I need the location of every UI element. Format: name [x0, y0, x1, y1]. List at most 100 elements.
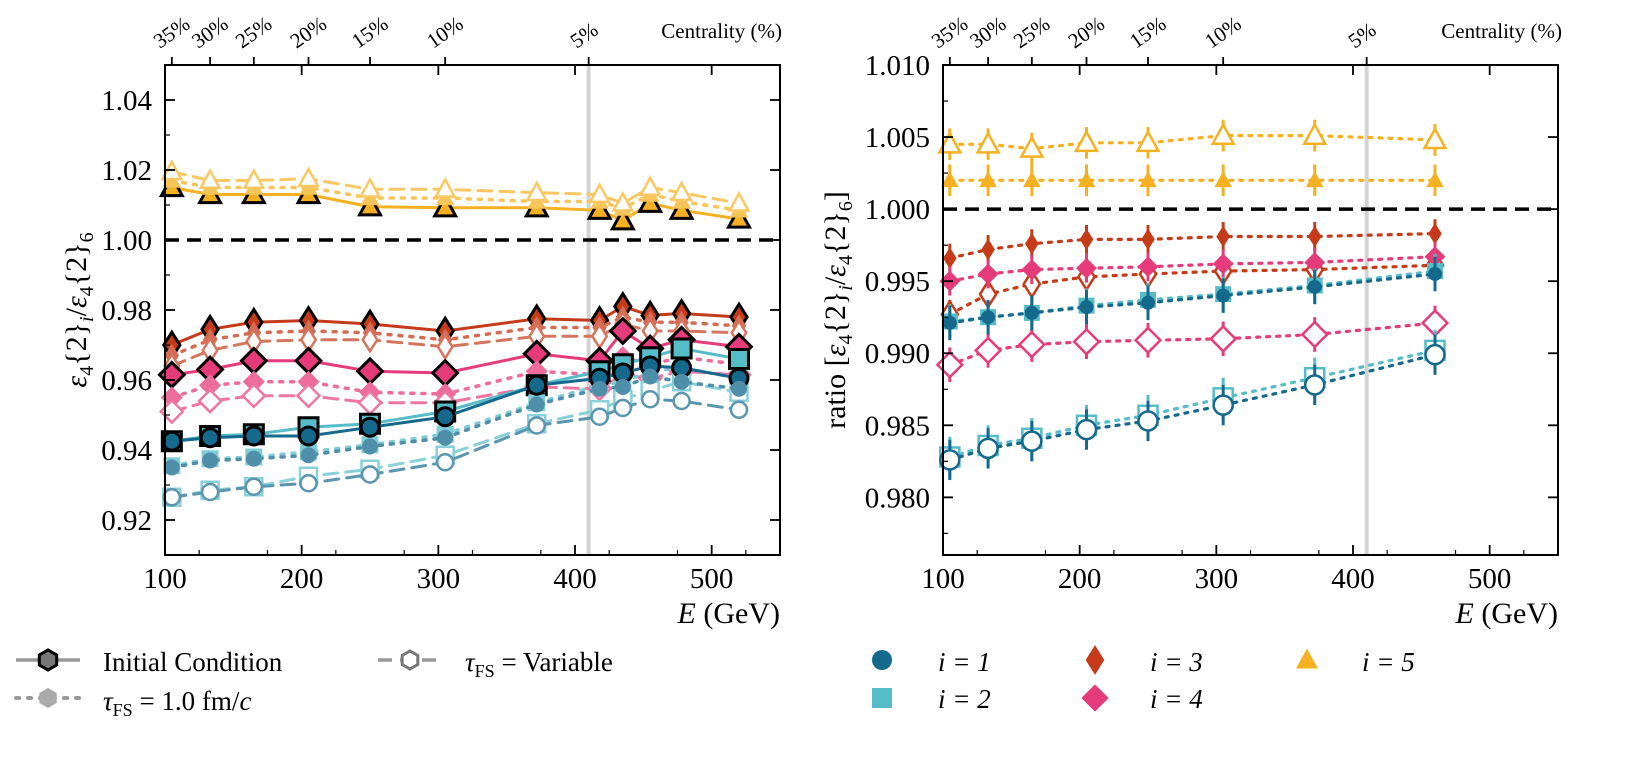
left-series-i1-fixed-point — [642, 368, 659, 385]
left-series-i1-fixed-point — [300, 447, 317, 464]
right-series-i4-variable-point — [1300, 320, 1329, 349]
right-series-i4-variable-line — [948, 321, 1437, 367]
right-series-i5-variable-point — [1302, 122, 1328, 145]
left-series-i4-fixed-point — [242, 370, 265, 393]
right-series-i5-fixed-point — [941, 171, 959, 188]
right-series-i1-fixed-line — [948, 272, 1437, 325]
left-series-i1-variable-point — [162, 488, 182, 507]
right-series-i1-variable-point — [1424, 343, 1446, 366]
left-series-i1-initial-point — [359, 416, 381, 438]
left-series-i1-fixed-point — [614, 379, 631, 395]
right-series-i1-fixed-point — [942, 315, 957, 330]
left-series-i5-variable-point — [638, 175, 662, 196]
right-series-i5-fixed-point — [1214, 171, 1232, 188]
left-ytick-label: 1.02 — [101, 155, 152, 187]
left-xtick-label: 500 — [690, 563, 734, 595]
left-centrality-label: 25% — [231, 11, 276, 53]
right-series-i3-fixed-line — [948, 232, 1437, 260]
right-series-i1-fixed-point — [1428, 266, 1442, 281]
left-xlabel: E (GeV) — [677, 597, 780, 630]
right-centrality-label: 25% — [1009, 11, 1054, 53]
right-series-i4-variable-point — [935, 350, 964, 379]
left-series-i1-initial-point — [243, 425, 265, 447]
left-ylabel: ε4{2}i/ε4{2}6 — [60, 232, 98, 387]
left-series-i4-variable-point — [197, 388, 223, 414]
left-ytick-label: 0.92 — [101, 505, 152, 537]
right-series-i5-fixed-point — [1077, 171, 1096, 188]
left-xtick-label: 200 — [280, 563, 324, 595]
left-series-i4-initial-point — [239, 346, 269, 376]
right-ytick-label: 1.005 — [865, 122, 930, 154]
right-ytick-label: 0.990 — [865, 338, 930, 370]
legend-initial-hexagon-icon — [37, 648, 59, 672]
legend-i3-marker — [1085, 645, 1105, 675]
left-series-i1-variable-point — [527, 416, 546, 435]
legend-i2-square-icon — [872, 688, 892, 708]
left-centrality-label: 15% — [347, 11, 392, 53]
left-series-i5-variable-point — [525, 180, 549, 202]
legend-i4-diamond-icon — [1081, 684, 1109, 712]
left-plot-area — [157, 65, 780, 555]
right-series-i5-fixed-point — [1023, 171, 1041, 188]
left-series-i1-fixed-point — [202, 452, 219, 469]
left-series-i5-initial-point — [432, 193, 459, 218]
right-series-i1-variable-point — [1021, 430, 1043, 452]
right-xtick-label: 500 — [1468, 563, 1512, 595]
legend-fixed-hexagon-icon — [39, 688, 57, 708]
right-centrality-title: Centrality (%) — [1441, 19, 1562, 43]
left-series-i4-initial-point — [294, 346, 323, 376]
legend-variable-hexagon-icon — [400, 649, 420, 671]
left-series-i2-initial-point — [728, 348, 750, 370]
right-series-i4-variable-point — [1133, 326, 1163, 355]
left-xtick-label: 300 — [417, 563, 461, 595]
left-series-i1-variable-point — [200, 482, 220, 502]
left-series-i5-initial-point — [637, 189, 664, 213]
right-series-i2-variable-line — [948, 348, 1437, 459]
right-centrality-label: 5% — [1344, 17, 1381, 53]
left-series-i5-initial-point — [586, 196, 613, 220]
left-series-i1-initial-point — [526, 374, 548, 396]
right-series-i3-fixed — [943, 219, 1442, 273]
right-series-i5-fixed-point — [1139, 171, 1157, 188]
left-series-i5-variable-point — [297, 166, 320, 188]
legend-tau-variable-marker — [378, 649, 442, 671]
left-series-i5-variable-point — [611, 190, 635, 212]
left-series-i5-variable-point — [358, 176, 382, 198]
left-ytick-label: 1.00 — [101, 225, 152, 257]
left-series-i5-variable-point — [588, 182, 612, 203]
legend-i5-triangle-icon — [1296, 648, 1318, 669]
right-series-i3-fixed-point — [943, 247, 957, 269]
right-series-i1-variable-point — [977, 437, 999, 460]
right-series-i1-variable-point — [939, 449, 961, 471]
left-series-i1-fixed-point — [591, 380, 608, 397]
left-series-i4-variable-point — [241, 382, 267, 409]
left-series-i5-variable-point — [242, 168, 266, 189]
left-panel: 100 200 300 400 500 0.92 0.94 0.96 0.98 1.00 1.02 1… — [60, 11, 782, 630]
left-centrality-label: 30% — [187, 11, 232, 53]
left-series-i3-variable-point — [361, 325, 379, 354]
legend-i1-marker — [872, 650, 892, 670]
right-panel: 100 200 300 400 500 0.980 0.985 0.990 0.995 1.000… — [819, 11, 1562, 630]
right-series-i5-variable-point — [1073, 129, 1100, 153]
left-centrality-label: 10% — [422, 11, 467, 53]
left-series-i4-initial-point — [355, 356, 385, 386]
left-series-i5-variable-point — [433, 176, 457, 198]
right-series-i3-fixed-point — [981, 238, 995, 261]
right-xtick-label: 200 — [1058, 563, 1102, 595]
left-centrality-title: Centrality (%) — [661, 19, 782, 43]
right-series-i4-fixed-point — [1304, 252, 1326, 273]
left-series-i2-initial-point — [670, 337, 693, 360]
legend-initial-condition-label: Initial Condition — [103, 647, 283, 677]
right-series-i5-variable-point — [1135, 129, 1161, 153]
right-series-i5-variable-point — [1019, 135, 1045, 158]
left-ytick-label: 0.94 — [101, 435, 152, 467]
right-series-i3-fixed-point — [1141, 228, 1155, 251]
right-series-i1-fixed-point — [1216, 288, 1231, 303]
left-series-i1-variable-point — [360, 465, 380, 484]
right-series-i1-fixed-point — [981, 310, 996, 325]
legend-i5-marker — [1296, 648, 1318, 669]
right-series-i3-fixed-point — [1216, 225, 1230, 248]
left-series-i4-initial-point — [157, 360, 187, 390]
left-series-i1-variable — [162, 390, 749, 507]
